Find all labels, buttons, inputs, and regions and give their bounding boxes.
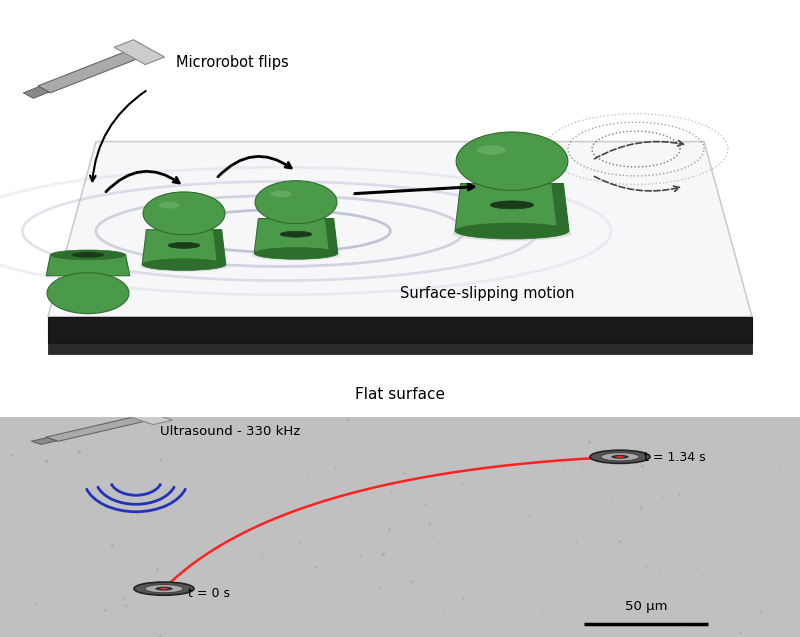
Ellipse shape (490, 201, 534, 209)
Ellipse shape (72, 252, 104, 257)
Ellipse shape (280, 231, 312, 237)
Ellipse shape (452, 227, 572, 241)
Ellipse shape (155, 587, 173, 590)
Ellipse shape (456, 132, 568, 190)
Bar (122, 410, 173, 424)
Ellipse shape (140, 262, 228, 272)
Bar (114, 39, 165, 64)
Polygon shape (48, 317, 752, 343)
Ellipse shape (254, 248, 338, 259)
Ellipse shape (255, 181, 337, 224)
Polygon shape (142, 230, 226, 264)
Ellipse shape (455, 223, 569, 239)
Polygon shape (46, 255, 130, 276)
Ellipse shape (590, 450, 650, 463)
Ellipse shape (47, 273, 129, 313)
Ellipse shape (611, 455, 629, 459)
Text: t = 0 s: t = 0 s (188, 587, 230, 601)
Text: Ultrasound - 330 kHz: Ultrasound - 330 kHz (160, 425, 300, 438)
Bar (38, 52, 138, 93)
Text: Flat surface: Flat surface (355, 387, 445, 403)
Text: Microrobot flips: Microrobot flips (176, 55, 289, 70)
Text: Surface-slipping motion: Surface-slipping motion (400, 286, 574, 301)
Ellipse shape (478, 145, 506, 155)
Polygon shape (325, 218, 338, 254)
Ellipse shape (50, 250, 126, 260)
Ellipse shape (616, 456, 624, 457)
Ellipse shape (252, 250, 340, 261)
Ellipse shape (145, 585, 183, 593)
Ellipse shape (134, 582, 194, 595)
Ellipse shape (601, 453, 639, 461)
Polygon shape (48, 343, 752, 354)
Ellipse shape (143, 192, 225, 235)
Text: 50 μm: 50 μm (625, 600, 667, 613)
Bar (31, 438, 57, 445)
Polygon shape (455, 183, 569, 231)
Bar (46, 417, 146, 441)
Bar (23, 87, 49, 98)
Polygon shape (254, 218, 338, 254)
Ellipse shape (160, 588, 168, 589)
Ellipse shape (168, 243, 200, 248)
Ellipse shape (142, 259, 226, 271)
Text: t = 1.34 s: t = 1.34 s (644, 451, 706, 464)
Polygon shape (48, 141, 752, 317)
Ellipse shape (270, 190, 291, 197)
Polygon shape (551, 183, 569, 231)
Polygon shape (213, 230, 226, 264)
Ellipse shape (158, 202, 179, 209)
